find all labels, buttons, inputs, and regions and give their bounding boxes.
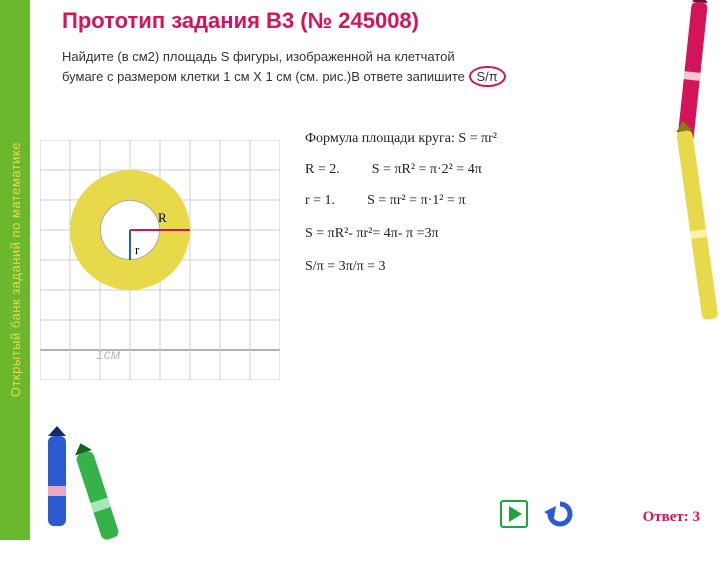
sidebar-title: Открытый банк заданий по математике — [8, 142, 23, 397]
play-icon[interactable] — [500, 500, 528, 528]
solution-block: Формула площади круга: S = πr² R = 2. S … — [305, 128, 665, 287]
problem-line2: бумаге с размером клетки 1 см Х 1 см (см… — [62, 69, 469, 84]
final-eq: S/π = 3π/π = 3 — [305, 256, 665, 277]
nav-buttons — [500, 500, 574, 528]
R-eq: R = 2. — [305, 159, 340, 180]
problem-text: Найдите (в см2) площадь S фигуры, изобра… — [50, 48, 700, 87]
sidebar: Открытый банк заданий по математике — [0, 0, 30, 540]
diagram: R r 1см — [30, 130, 300, 400]
radius-r-line — [129, 230, 131, 260]
diff-eq: S = πR²- πr²= 4π- π =3π — [305, 223, 665, 244]
answer-text: Ответ: 3 — [643, 509, 700, 526]
unit-label: 1см — [96, 346, 120, 362]
undo-icon[interactable] — [542, 500, 574, 528]
slide-title: Прототип задания B3 (№ 245008) — [50, 8, 700, 34]
Sr-eq: S = πr² = π·1² = π — [367, 190, 465, 211]
label-r: r — [135, 242, 139, 258]
formula: Формула площади круга: S = πr² — [305, 128, 665, 149]
circled-s-over-pi: S/π — [469, 66, 506, 88]
r-eq: r = 1. — [305, 190, 335, 211]
label-R: R — [158, 210, 167, 226]
problem-line1: Найдите (в см2) площадь S фигуры, изобра… — [62, 49, 455, 64]
SR-eq: S = πR² = π·2² = 4π — [372, 159, 482, 180]
radius-R-line — [130, 229, 190, 231]
